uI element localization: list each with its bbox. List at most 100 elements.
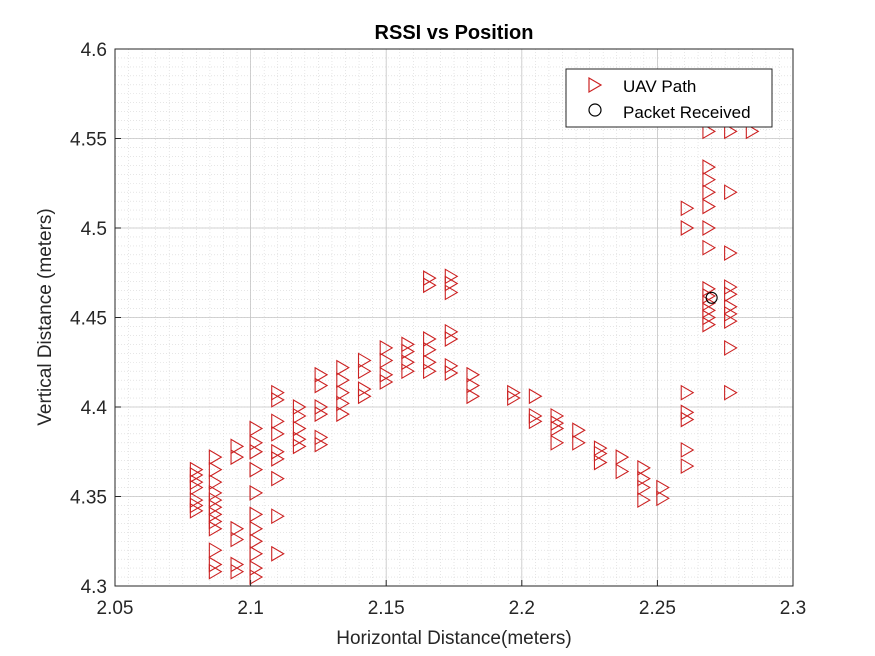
y-axis-label: Vertical Distance (meters) [35, 208, 56, 426]
uav-path-marker [724, 286, 738, 303]
uav-path-marker [724, 184, 738, 201]
uav-path-marker [249, 545, 264, 562]
y-tick-label: 4.45 [70, 309, 107, 330]
uav-path-marker [444, 268, 459, 285]
uav-path-marker [680, 200, 695, 217]
uav-path-marker [357, 363, 372, 380]
uav-path-marker [336, 372, 350, 389]
uav-path-marker [702, 288, 717, 304]
x-tick-label: 2.25 [639, 598, 676, 619]
uav-path-marker [423, 363, 437, 380]
uav-path-marker [249, 420, 264, 437]
uav-path-marker [745, 123, 760, 140]
uav-path-marker [230, 520, 245, 537]
uav-path-marker [444, 323, 459, 340]
uav-path-marker [271, 470, 285, 487]
uav-path-marker [724, 305, 738, 322]
uav-path-marker [507, 390, 521, 407]
uav-path-marker [401, 343, 415, 360]
uav-path-marker [292, 420, 307, 437]
uav-path-marker [357, 352, 372, 369]
uav-path-marker [249, 506, 264, 523]
uav-path-marker [702, 171, 717, 188]
uav-path-marker [572, 422, 586, 439]
uav-path-marker [208, 499, 223, 516]
y-tick-label: 4.35 [70, 488, 107, 509]
uav-path-marker [528, 413, 543, 430]
uav-path-marker [336, 406, 350, 423]
uav-path-marker [314, 377, 329, 394]
x-tick-label: 2.3 [780, 598, 806, 619]
uav-path-marker [208, 556, 223, 573]
ticks: 2.05 2.1 2.15 2.2 2.25 2.3 4.3 4.35 4.4 4.45 4.5 4.… [70, 40, 806, 619]
uav-path-marker [637, 470, 651, 487]
packet-received-marker [705, 291, 718, 304]
uav-path-marker [423, 270, 437, 287]
chart-title: RSSI vs Position [375, 22, 534, 44]
uav-path-marker [702, 220, 717, 236]
uav-path-marker [292, 399, 307, 415]
uav-path-marker [336, 395, 350, 412]
uav-path-marker [249, 461, 264, 478]
uav-path-marker [230, 531, 245, 548]
legend-circle-icon [588, 103, 602, 117]
uav-path-marker [466, 388, 481, 405]
y-tick-label: 4.4 [81, 398, 108, 419]
grid [114, 48, 794, 587]
uav-path-marker [189, 479, 204, 496]
uav-path-marker [249, 569, 264, 586]
uav-path-marker [680, 442, 695, 458]
uav-path-marker [189, 502, 204, 519]
legend-triangle-icon [588, 76, 603, 94]
uav-path-marker [702, 198, 717, 215]
uav-path-marker [466, 377, 481, 394]
uav-path-marker [208, 513, 223, 530]
uav-path-marker [292, 438, 307, 455]
uav-path-marker [724, 339, 738, 356]
uav-path-marker [379, 339, 394, 356]
uav-path-marker [550, 420, 565, 437]
uav-path-marker [379, 373, 394, 390]
uav-path-marker [314, 406, 329, 423]
uav-path-marker [724, 384, 738, 401]
uav-path-marker [423, 354, 437, 371]
legend-label-uav-path: UAV Path [623, 77, 696, 96]
uav-path-marker [314, 436, 329, 453]
uav-path-marker [724, 279, 738, 296]
uav-path-marker [702, 316, 717, 333]
uav-path-marker [401, 354, 415, 371]
data-markers [189, 123, 760, 586]
uav-path-marker [444, 284, 459, 301]
uav-path-marker [444, 275, 459, 292]
uav-path-marker [336, 384, 350, 401]
x-axis-label: Horizontal Distance(meters) [336, 628, 571, 649]
uav-path-marker [702, 184, 717, 201]
uav-path-marker [724, 298, 738, 315]
uav-path-marker [271, 391, 285, 408]
uav-path-marker [230, 563, 245, 580]
uav-path-marker [680, 220, 695, 236]
uav-path-marker [637, 479, 651, 496]
uav-path-marker [615, 463, 630, 480]
uav-path-marker [528, 388, 543, 405]
y-tick-label: 4.3 [81, 577, 107, 598]
uav-path-marker [249, 443, 264, 460]
uav-path-marker [702, 280, 717, 297]
uav-path-marker [271, 545, 285, 562]
uav-path-marker [208, 449, 223, 466]
uav-path-marker [249, 484, 264, 501]
uav-path-marker [401, 363, 415, 380]
uav-path-marker [208, 520, 223, 537]
uav-path-marker [702, 302, 717, 319]
x-tick-label: 2.15 [368, 598, 405, 619]
uav-path-marker [444, 365, 459, 381]
uav-path-marker [444, 357, 459, 374]
legend-box [565, 68, 773, 128]
uav-path-marker [724, 313, 738, 330]
x-tick-label: 2.05 [97, 598, 134, 619]
uav-path-marker [423, 341, 437, 358]
uav-path-marker [208, 461, 223, 478]
uav-path-marker [637, 492, 651, 509]
uav-path-marker [271, 508, 285, 525]
uav-path-marker [423, 277, 437, 294]
